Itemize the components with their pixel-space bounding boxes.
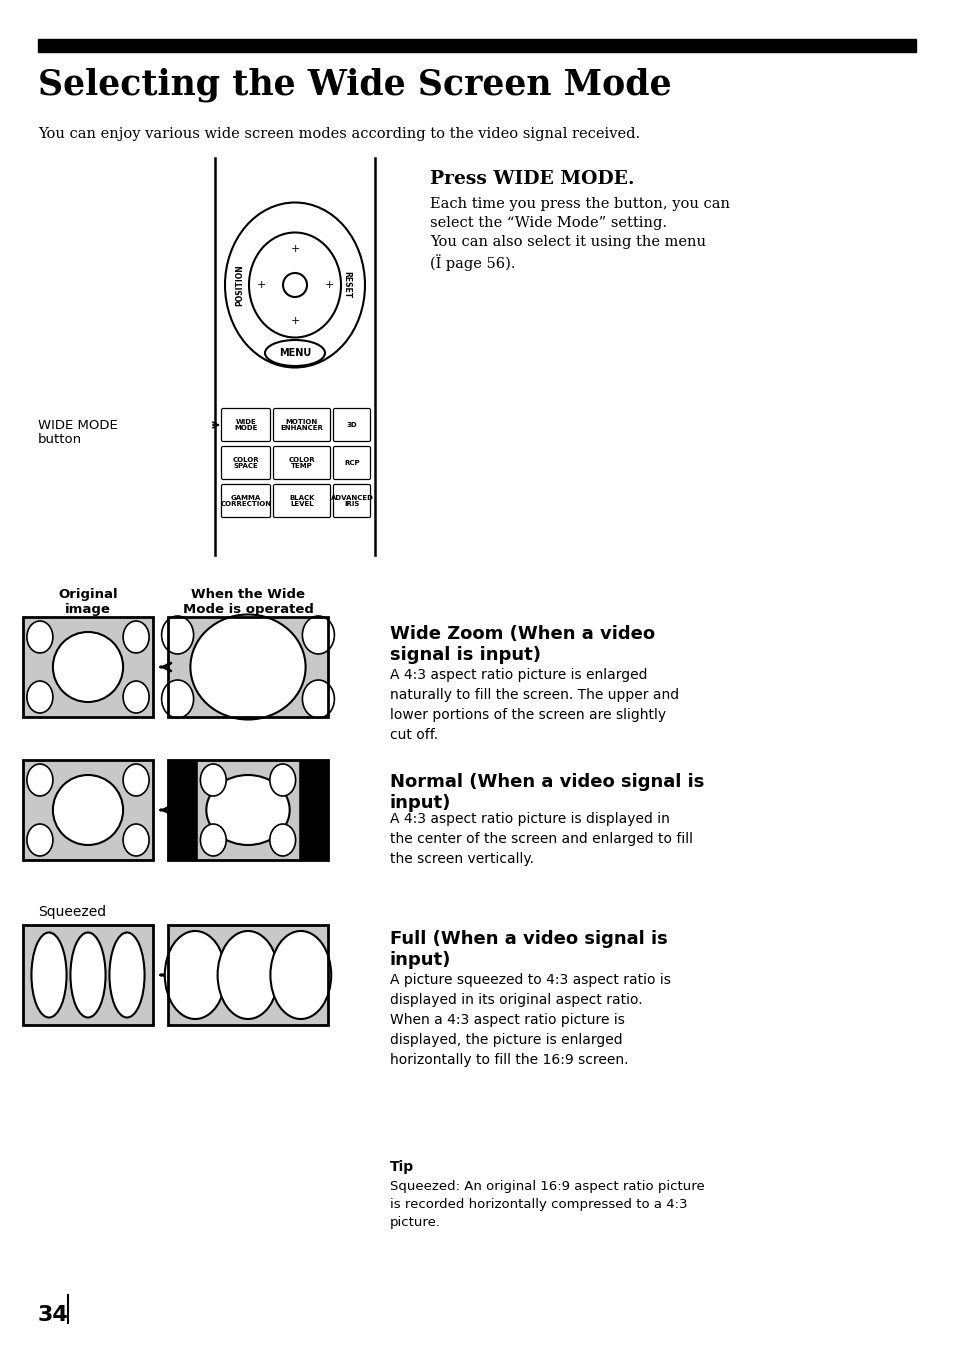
Ellipse shape xyxy=(123,823,149,856)
Ellipse shape xyxy=(123,764,149,796)
Ellipse shape xyxy=(200,823,226,856)
Bar xyxy=(23,925,152,1025)
Text: +: + xyxy=(256,280,265,289)
Text: Original
image: Original image xyxy=(58,588,117,617)
Ellipse shape xyxy=(191,615,305,719)
Ellipse shape xyxy=(31,933,67,1018)
Text: RESET: RESET xyxy=(342,272,351,299)
Text: RCP: RCP xyxy=(344,460,359,466)
Text: Tip: Tip xyxy=(390,1160,414,1174)
Ellipse shape xyxy=(161,680,193,718)
Bar xyxy=(23,760,152,860)
Text: +: + xyxy=(290,243,299,254)
Ellipse shape xyxy=(161,617,193,654)
Ellipse shape xyxy=(27,621,52,653)
Text: You can also select it using the menu: You can also select it using the menu xyxy=(430,235,705,249)
Ellipse shape xyxy=(270,932,331,1019)
Text: button: button xyxy=(38,433,82,446)
Text: MOTION
ENHANCER: MOTION ENHANCER xyxy=(280,419,323,431)
Text: COLOR
TEMP: COLOR TEMP xyxy=(289,457,315,469)
Bar xyxy=(168,760,328,860)
Ellipse shape xyxy=(265,339,325,366)
Bar xyxy=(168,617,328,717)
Text: 34: 34 xyxy=(38,1305,69,1325)
Ellipse shape xyxy=(302,680,335,718)
Text: WIDE MODE: WIDE MODE xyxy=(38,419,117,433)
Ellipse shape xyxy=(302,617,335,654)
Ellipse shape xyxy=(123,621,149,653)
Text: Selecting the Wide Screen Mode: Selecting the Wide Screen Mode xyxy=(38,68,671,103)
Bar xyxy=(168,925,328,1025)
Bar xyxy=(38,39,915,51)
Text: WIDE
MODE: WIDE MODE xyxy=(234,419,257,431)
Ellipse shape xyxy=(123,681,149,713)
Ellipse shape xyxy=(52,631,123,702)
Text: A picture squeezed to 4:3 aspect ratio is
displayed in its original aspect ratio: A picture squeezed to 4:3 aspect ratio i… xyxy=(390,973,670,1067)
Text: When the Wide
Mode is operated: When the Wide Mode is operated xyxy=(182,588,314,617)
Text: GAMMA
CORRECTION: GAMMA CORRECTION xyxy=(220,495,272,507)
Text: 3D: 3D xyxy=(346,422,357,429)
Text: Squeezed: An original 16:9 aspect ratio picture
is recorded horizontally compres: Squeezed: An original 16:9 aspect ratio … xyxy=(390,1180,704,1229)
Ellipse shape xyxy=(270,823,295,856)
Ellipse shape xyxy=(200,764,226,796)
Text: A 4:3 aspect ratio picture is enlarged
naturally to fill the screen. The upper a: A 4:3 aspect ratio picture is enlarged n… xyxy=(390,668,679,742)
Text: POSITION: POSITION xyxy=(235,264,244,306)
Text: +: + xyxy=(324,280,334,289)
Ellipse shape xyxy=(217,932,278,1019)
Ellipse shape xyxy=(27,681,52,713)
Ellipse shape xyxy=(52,775,123,845)
Bar xyxy=(168,617,328,717)
Ellipse shape xyxy=(206,775,290,845)
Text: Press WIDE MODE.: Press WIDE MODE. xyxy=(430,170,634,188)
Text: Each time you press the button, you can: Each time you press the button, you can xyxy=(430,197,729,211)
Ellipse shape xyxy=(110,933,145,1018)
Text: BLACK
LEVEL: BLACK LEVEL xyxy=(289,495,314,507)
Bar xyxy=(168,925,328,1025)
Ellipse shape xyxy=(27,823,52,856)
Ellipse shape xyxy=(165,932,225,1019)
Ellipse shape xyxy=(270,764,295,796)
Text: Squeezed: Squeezed xyxy=(38,904,106,919)
Text: select the “Wide Mode” setting.: select the “Wide Mode” setting. xyxy=(430,216,666,230)
Bar xyxy=(23,617,152,717)
Text: ADVANCED
IRIS: ADVANCED IRIS xyxy=(331,495,373,507)
Bar xyxy=(198,760,297,860)
Text: Normal (When a video signal is
input): Normal (When a video signal is input) xyxy=(390,773,703,811)
Text: (Ï page 56).: (Ï page 56). xyxy=(430,254,515,270)
Text: +: + xyxy=(290,316,299,326)
Bar xyxy=(168,760,328,860)
Text: MENU: MENU xyxy=(278,347,311,358)
Bar xyxy=(23,760,152,860)
Text: You can enjoy various wide screen modes according to the video signal received.: You can enjoy various wide screen modes … xyxy=(38,127,639,141)
Bar xyxy=(23,925,152,1025)
Ellipse shape xyxy=(27,764,52,796)
Text: Wide Zoom (When a video
signal is input): Wide Zoom (When a video signal is input) xyxy=(390,625,655,664)
Ellipse shape xyxy=(71,933,106,1018)
Bar xyxy=(23,617,152,717)
Text: Full (When a video signal is
input): Full (When a video signal is input) xyxy=(390,930,667,969)
Text: COLOR
SPACE: COLOR SPACE xyxy=(233,457,259,469)
Text: A 4:3 aspect ratio picture is displayed in
the center of the screen and enlarged: A 4:3 aspect ratio picture is displayed … xyxy=(390,813,692,867)
